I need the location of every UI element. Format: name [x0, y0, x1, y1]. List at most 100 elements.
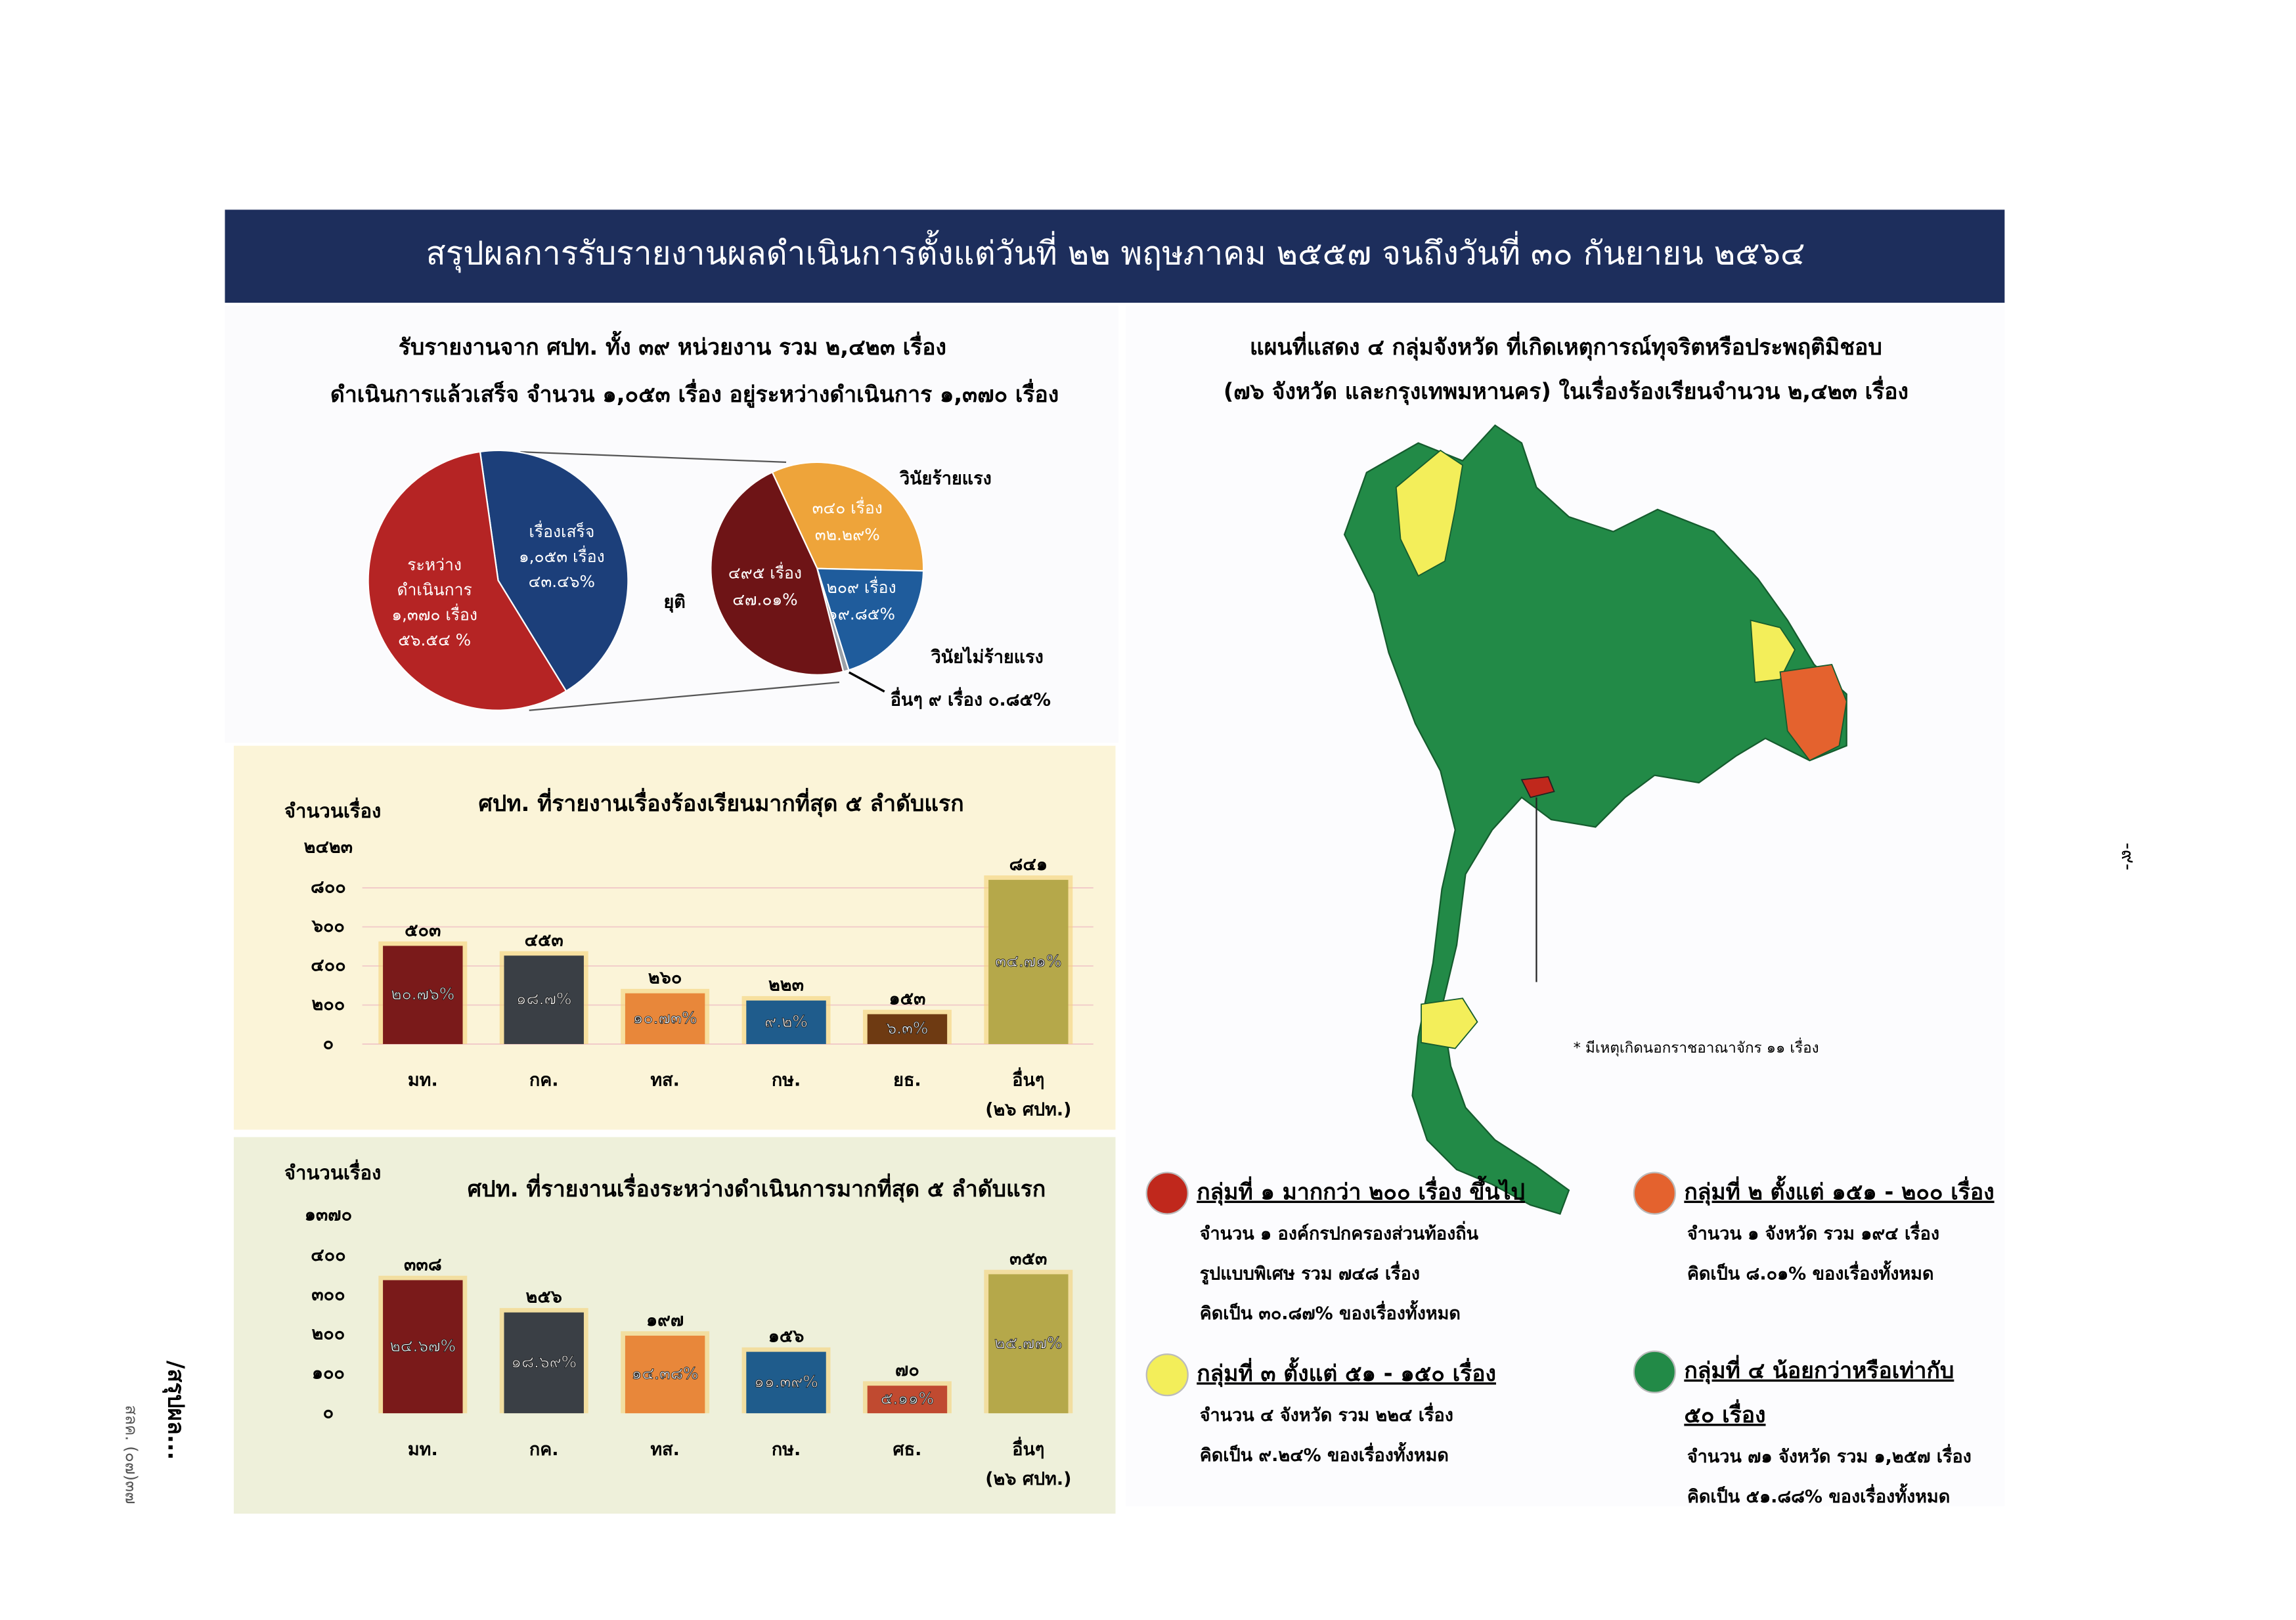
bar	[867, 1014, 948, 1044]
legend-title: กลุ่มที่ ๔ น้อยกว่าหรือเท่ากับ	[1684, 1355, 1954, 1385]
legend-line: รูปแบบพิเศษ รวม ๗๔๘ เรื่อง	[1200, 1260, 1420, 1284]
legend-title: กลุ่มที่ ๒ ตั้งแต่ ๑๕๑ - ๒๐๐ เรื่อง	[1684, 1175, 1994, 1206]
x-tick-note: (๒๖ ศปท.)	[985, 1469, 1071, 1489]
slice-label: ๔๓.๔๖%	[529, 572, 595, 591]
bar	[625, 993, 705, 1044]
y-tick-label: ๐	[323, 1403, 334, 1423]
x-tick-label: มท.	[408, 1070, 438, 1091]
annotation-part: ๐.๘๕%	[988, 690, 1051, 710]
annotation-arrow	[848, 671, 885, 693]
axis-total-label: ๑๓๗๐	[305, 1204, 352, 1225]
slice-label: เรื่องเสร็จ	[529, 520, 594, 541]
bar-panel	[233, 745, 1116, 1130]
bar	[504, 1312, 584, 1414]
annotation-part: ๙ เรื่อง	[929, 686, 982, 710]
bar	[383, 946, 463, 1044]
connector	[520, 451, 787, 464]
slice-label: ๑๙.๘๕%	[828, 605, 895, 624]
x-tick-label: ทส.	[650, 1070, 679, 1091]
slice-label: ๔๗.๐๑%	[732, 590, 797, 609]
x-tick-note: (๒๖ ศปท.)	[985, 1100, 1071, 1120]
share-label: ๓๔.๗๑%	[995, 952, 1061, 971]
slice-annotation: อื่นๆ๙ เรื่อง ๐.๘๕%	[891, 686, 1051, 710]
pie-slice	[367, 450, 567, 711]
legend-title: กลุ่มที่ ๓ ตั้งแต่ ๕๑ - ๑๕๐ เรื่อง	[1197, 1357, 1496, 1388]
legend-swatch	[1145, 1171, 1189, 1215]
map-province	[1779, 663, 1847, 762]
x-tick-label: กษ.	[772, 1439, 801, 1460]
bar	[625, 1336, 705, 1414]
header-title: สรุปผลการรับรายงานผลดำเนินการตั้งแต่วันท…	[426, 230, 1805, 273]
x-tick-label: ศธ.	[893, 1439, 922, 1460]
share-label: ๑๑.๓๙%	[754, 1372, 818, 1391]
value-label: ๕๐๓	[405, 920, 441, 940]
bar	[988, 879, 1069, 1044]
bar	[988, 1274, 1069, 1414]
y-axis-label: จำนวนเรื่อง	[284, 797, 381, 822]
slice-category: วินัยร้ายแรง	[899, 469, 992, 489]
bar	[746, 1000, 826, 1044]
legend-title: กลุ่มที่ ๑ มากกว่า ๒๐๐ เรื่อง ขึ้นไป	[1197, 1175, 1525, 1206]
pie-slice	[816, 567, 925, 671]
axis-total-label: ๒๔๒๓	[304, 837, 353, 857]
map-heading: (๗๖ จังหวัด และกรุงเทพมหานคร) ในเรื่องร้…	[1224, 376, 1909, 406]
share-label: ๑๘.๖๙%	[511, 1352, 577, 1371]
summary-line: รับรายงานจาก ศปท. ทั้ง ๓๙ หน่วยงาน รวม ๒…	[399, 330, 946, 360]
page-number: -๙-	[2117, 843, 2140, 871]
share-label: ๑๐.๗๓%	[633, 1008, 697, 1027]
map-province	[1520, 776, 1555, 799]
slice-label: ๓๔๐ เรื่อง	[812, 496, 883, 517]
y-tick-label: ๘๐๐	[311, 877, 346, 898]
y-tick-label: ๓๐๐	[311, 1284, 345, 1305]
share-label: ๑๘.๗%	[516, 990, 572, 1009]
share-label: ๒๕.๗๗%	[994, 1333, 1063, 1352]
pie-panel	[225, 305, 1119, 743]
share-label: ๒๐.๗๖%	[391, 984, 454, 1003]
map-province	[1395, 449, 1463, 577]
slice-label: ๑,๐๕๓ เรื่อง	[519, 545, 605, 566]
slice-category: วินัยไม่ร้ายแรง	[931, 646, 1044, 667]
legend-line: จำนวน ๑ องค์กรปกครองส่วนท้องถิ่น	[1200, 1221, 1479, 1244]
slice-label: ดำเนินการ	[397, 580, 472, 599]
pie-slice	[771, 461, 925, 572]
value-label: ๑๕๓	[889, 988, 925, 1009]
legend-line: คิดเป็น ๙.๒๔% ของเรื่องทั้งหมด	[1200, 1441, 1449, 1466]
value-label: ๒๖๐	[648, 968, 682, 988]
pie-slice	[710, 471, 845, 676]
x-tick-label: อื่นๆ	[1012, 1067, 1044, 1091]
slice-category: ยุติ	[663, 592, 685, 613]
legend-line: คิดเป็น ๘.๐๑% ของเรื่องทั้งหมด	[1687, 1259, 1934, 1284]
x-tick-label: ยธ.	[893, 1070, 921, 1091]
bar	[383, 1280, 463, 1414]
legend-line: คิดเป็น ๕๑.๘๘% ของเรื่องทั้งหมด	[1687, 1483, 1950, 1507]
y-tick-label: ๑๐๐	[312, 1363, 345, 1384]
map-province	[1421, 997, 1478, 1049]
bar	[504, 955, 584, 1044]
annotation-part: อื่นๆ	[891, 686, 923, 710]
x-tick-label: ทส.	[650, 1439, 679, 1460]
legend-title: ๕๐ เรื่อง	[1684, 1399, 1765, 1428]
value-label: ๑๙๗	[646, 1310, 684, 1330]
slice-label: ๔๙๕ เรื่อง	[728, 561, 802, 582]
legend-swatch	[1633, 1350, 1676, 1393]
slice-label: ๓๒.๒๙%	[815, 525, 880, 544]
slice-label: ๕๖.๕๔ %	[398, 630, 471, 649]
y-tick-label: ๔๐๐	[311, 1245, 345, 1265]
map-land	[1343, 424, 1847, 1215]
share-label: ๙.๒%	[764, 1012, 808, 1031]
y-tick-label: ๒๐๐	[312, 1324, 345, 1344]
slice-label: ระหว่าง	[407, 555, 462, 574]
legend-line: คิดเป็น ๓๐.๘๗% ของเรื่องทั้งหมด	[1200, 1300, 1461, 1324]
pie-slice	[479, 449, 629, 693]
bar	[867, 1386, 948, 1414]
value-label: ๘๔๑	[1009, 854, 1048, 875]
y-tick-label: ๒๐๐	[312, 994, 345, 1015]
value-label: ๒๕๖	[526, 1287, 562, 1307]
x-tick-label: อื่นๆ	[1012, 1436, 1044, 1460]
value-label: ๒๒๓	[768, 975, 804, 996]
chart-title: ศปท. ที่รายงานเรื่องระหว่างดำเนินการมากท…	[468, 1173, 1046, 1203]
thailand-map	[1343, 424, 1847, 1215]
value-label: ๗๐	[895, 1360, 919, 1380]
